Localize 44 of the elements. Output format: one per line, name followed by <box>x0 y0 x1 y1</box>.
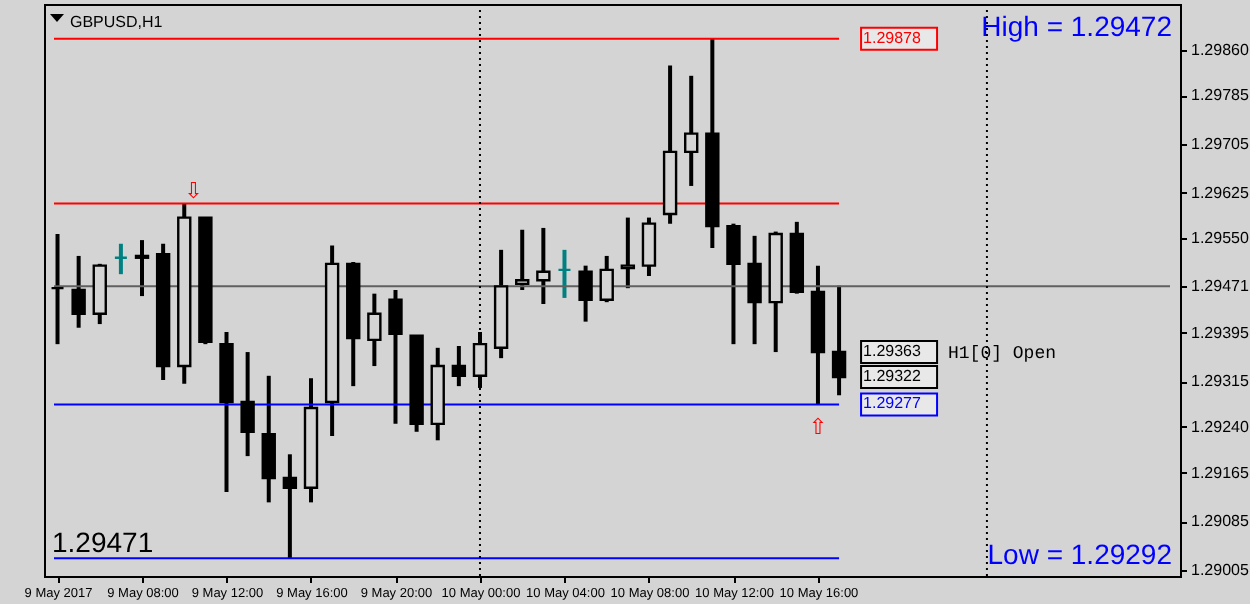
candlestick <box>113 241 129 277</box>
candlestick <box>388 288 403 426</box>
y-tick-label: 1.29005 <box>1191 560 1250 579</box>
candlestick <box>641 215 657 278</box>
candlestick <box>684 73 699 188</box>
y-tick-label: 1.29471 <box>1191 277 1250 296</box>
candlestick <box>747 233 762 347</box>
candlestick <box>557 247 572 300</box>
y-tick-label: 1.29860 <box>1191 40 1250 59</box>
y-tick-label: 1.29165 <box>1191 463 1250 482</box>
candlestick <box>240 350 255 459</box>
candlestick <box>515 227 530 292</box>
annotation: ⇧ <box>808 414 828 441</box>
candlestick <box>536 225 551 306</box>
candlestick <box>726 221 741 347</box>
candlestick <box>578 263 593 324</box>
candlestick <box>261 373 276 505</box>
candlestick <box>620 215 636 291</box>
candlestick <box>134 238 150 299</box>
candlestick <box>71 253 86 330</box>
annotation: 1.29471 <box>52 526 154 558</box>
annotation: 1.29322 <box>863 367 923 386</box>
y-tick-label: 1.29785 <box>1191 86 1250 105</box>
ref-line-label: 1.29878 <box>863 28 923 47</box>
candlestick <box>831 283 847 398</box>
candlestick <box>367 291 382 369</box>
y-tick-label: 1.29315 <box>1191 372 1250 391</box>
ref-line-label: 1.29277 <box>863 394 923 413</box>
annotation: H1[0] Open <box>948 344 1057 364</box>
candlestick <box>599 253 614 305</box>
candlestick <box>451 343 467 389</box>
text: GBPUSD,H1 <box>70 13 164 31</box>
y-tick-label: 1.29240 <box>1191 417 1250 436</box>
annotation: ⇩ <box>184 177 203 204</box>
candlestick <box>50 232 65 347</box>
y-tick-label: 1.29550 <box>1191 229 1250 248</box>
annotation: 1.29363 <box>863 342 923 361</box>
y-tick-label: 1.29705 <box>1191 134 1250 153</box>
y-tick-label: 1.29395 <box>1191 323 1250 342</box>
candlestick <box>282 452 298 561</box>
annotation: High = 1.29472 <box>981 10 1173 42</box>
y-tick-label: 1.29625 <box>1191 183 1250 202</box>
annotation: Low = 1.29292 <box>987 538 1173 570</box>
y-tick-label: 1.29085 <box>1191 512 1250 531</box>
